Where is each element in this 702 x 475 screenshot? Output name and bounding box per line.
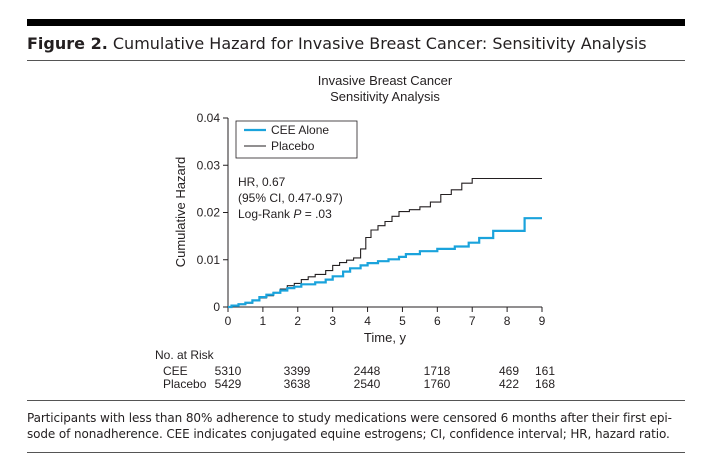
risk-value: 2448 — [354, 364, 381, 378]
y-tick-label: 0.02 — [197, 206, 221, 220]
x-tick-label: 5 — [399, 314, 406, 328]
chart-text: Time, y Cumulative Hazard Invasive Breast … — [173, 73, 453, 345]
x-tick-label: 3 — [329, 314, 336, 328]
x-tick-label: 2 — [294, 314, 301, 328]
x-tick-label: 7 — [469, 314, 476, 328]
figure-title: Figure 2. Cumulative Hazard for Invasive… — [27, 34, 647, 53]
risk-value: 3638 — [284, 377, 311, 391]
risk-value: 2540 — [354, 377, 381, 391]
logrank-p: P — [293, 207, 301, 221]
x-axis-label: Time, y — [364, 330, 407, 345]
title-rule — [27, 60, 685, 61]
hr-annotation-line: HR, 0.67 — [238, 175, 286, 189]
risk-value: 469 — [499, 364, 519, 378]
cee-alone-line — [228, 217, 542, 309]
y-tick-label: 0.01 — [197, 253, 221, 267]
risk-value: 1760 — [424, 377, 451, 391]
figure-title-text: Cumulative Hazard for Invasive Breast Ca… — [112, 34, 647, 53]
risk-value: 161 — [535, 364, 555, 378]
logrank-value: = .03 — [301, 207, 332, 221]
y-tick-label: 0.04 — [197, 111, 221, 125]
axes: 0 0.01 0.02 0.03 0.04 0 1 2 3 4 5 6 7 8 9 — [197, 111, 546, 328]
risk-value: 168 — [535, 377, 555, 391]
chart-title-line: Sensitivity Analysis — [330, 89, 440, 104]
chart-title-line: Invasive Breast Cancer — [318, 73, 453, 88]
figure-caption: Participants with less than 80% adherenc… — [27, 410, 687, 442]
risk-value: 422 — [499, 377, 519, 391]
caption-rule-top — [27, 400, 685, 401]
risk-row-label: CEE — [163, 364, 188, 378]
figure-label: Figure 2. — [27, 34, 108, 53]
legend-label: Placebo — [271, 139, 315, 153]
logrank-prefix: Log-Rank — [238, 207, 293, 221]
y-tick-label: 0.03 — [197, 158, 221, 172]
y-axis-label: Cumulative Hazard — [173, 157, 188, 268]
top-rule — [27, 19, 685, 26]
x-tick-label: 8 — [504, 314, 511, 328]
y-tick-label: 0 — [213, 300, 220, 314]
caption-line: Participants with less than 80% adherenc… — [27, 411, 672, 425]
risk-table: No. at Risk CEE 5310 3399 2448 1718 469 161 Plac… — [155, 348, 555, 391]
x-tick-label: 6 — [434, 314, 441, 328]
risk-value: 3399 — [284, 364, 311, 378]
risk-value: 5310 — [215, 364, 242, 378]
risk-value: 1718 — [424, 364, 451, 378]
legend-label: CEE Alone — [271, 123, 329, 137]
x-tick-label: 0 — [225, 314, 232, 328]
x-tick-label: 4 — [364, 314, 371, 328]
x-tick-label: 9 — [539, 314, 546, 328]
risk-row-label: Placebo — [163, 377, 207, 391]
risk-value: 5429 — [215, 377, 242, 391]
risk-table-title: No. at Risk — [155, 348, 215, 362]
caption-line: sode of nonadherence. CEE indicates conj… — [27, 427, 670, 441]
legend-box — [235, 120, 358, 159]
x-tick-label: 1 — [260, 314, 267, 328]
caption-rule-bottom — [27, 452, 685, 453]
logrank-annotation: Log-Rank P = .03 — [238, 207, 332, 221]
legend: CEE Alone Placebo — [235, 120, 358, 159]
plot-lines — [228, 177, 542, 309]
hr-annotation-line: (95% CI, 0.47-0.97) — [238, 191, 343, 205]
